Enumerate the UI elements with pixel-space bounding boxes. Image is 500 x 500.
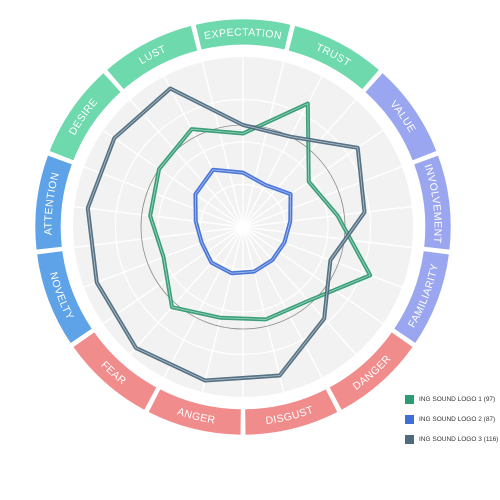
series-line-highlight-logo-2 [195,169,291,274]
legend-item-logo-3: ING SOUND LOGO 3 (116) [405,429,498,449]
series-line-highlight-logo-3 [87,88,365,381]
ring-segment-fear [72,331,158,411]
grid-ring [157,141,329,313]
chart-legend: ING SOUND LOGO 1 (97) ING SOUND LOGO 2 (… [405,389,498,449]
radar-grid [73,57,413,397]
legend-swatch-logo-3 [405,434,414,444]
legend-swatch-logo-1 [405,394,414,404]
ring-segment-disgust [244,388,339,436]
series-line-highlight-logo-1 [149,102,371,320]
category-label-expectation: EXPECTATION [203,26,283,42]
legend-label-logo-3: ING SOUND LOGO 3 (116) [419,435,499,443]
legend-item-logo-2: ING SOUND LOGO 2 (87) [405,409,498,429]
ring-segment-lust [106,25,198,90]
category-ring: EXPECTATIONTRUSTVALUEINVOLVEMENTFAMILIAR… [34,18,452,436]
grid-ring [199,183,287,271]
grid-ring [114,98,372,356]
ring-segment-expectation [194,18,292,51]
ring-segment-novelty [36,250,93,344]
ring-segment-anger [147,388,242,436]
ring-segment-value [364,72,438,162]
legend-item-logo-1: ING SOUND LOGO 1 (97) [405,389,498,409]
ring-segment-involvement [413,154,452,251]
ring-segment-trust [288,25,380,90]
radar-series [85,86,373,383]
legend-swatch-logo-2 [405,414,414,424]
ring-segment-desire [48,72,122,162]
legend-label-logo-2: ING SOUND LOGO 2 (87) [419,415,496,423]
ring-segment-familiarity [393,250,450,344]
legend-label-logo-1: ING SOUND LOGO 1 (97) [419,395,496,403]
ring-segment-danger [328,331,414,411]
ring-segment-attention [34,154,73,251]
